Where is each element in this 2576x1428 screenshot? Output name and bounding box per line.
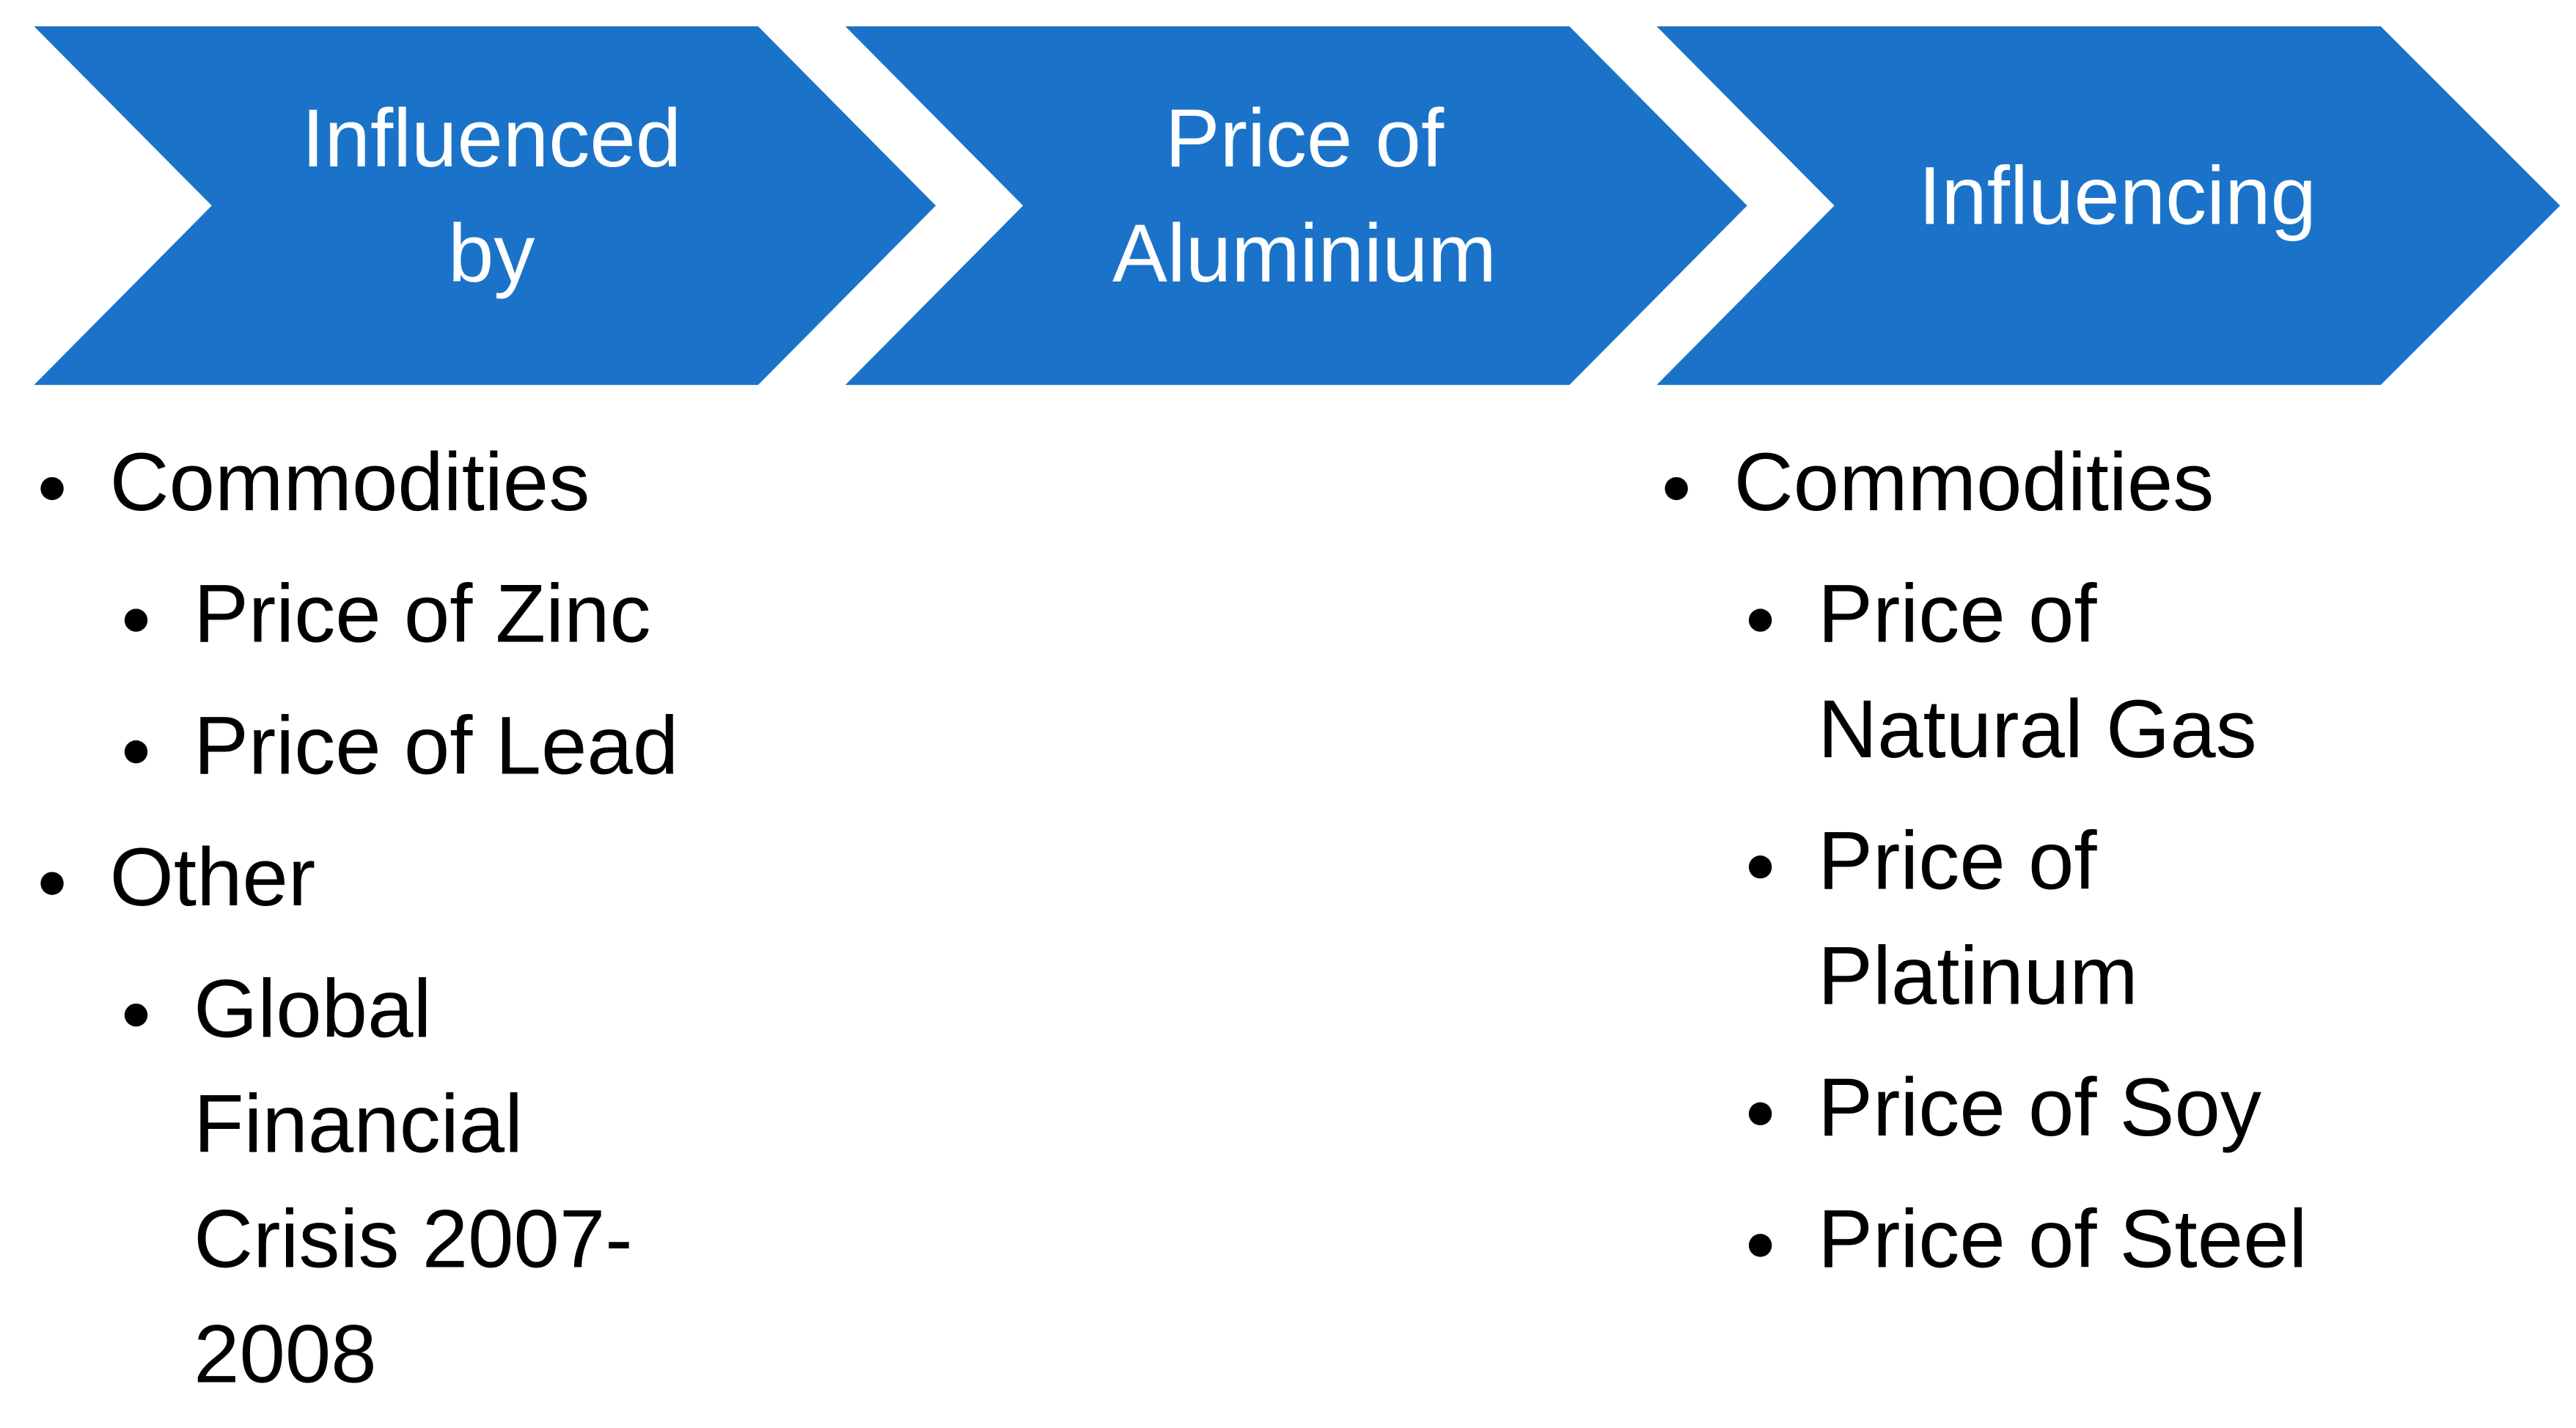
sub-item: Price of Steel [1818, 1193, 2307, 1285]
bullet [1748, 608, 1772, 632]
step-label: by [448, 207, 535, 299]
bullet [1665, 476, 1688, 501]
sub-item: Price of Soy [1818, 1061, 2261, 1153]
chevron [845, 26, 1747, 386]
step-label: Price of [1165, 92, 1445, 184]
sub-item: Platinum [1818, 929, 2138, 1021]
bullet [124, 740, 148, 764]
step-label: Influenced [301, 92, 681, 184]
bullet [1748, 1234, 1772, 1257]
step-label: Aluminium [1112, 207, 1497, 299]
sub-item: Price of Lead [194, 699, 678, 791]
sub-item: Natural Gas [1818, 682, 2257, 775]
chevron [1656, 26, 2561, 386]
bullet [1748, 1102, 1772, 1126]
list-item: Commodities [110, 435, 590, 528]
bullet [40, 872, 64, 895]
sub-item: Financial [194, 1077, 523, 1169]
sub-item: 2008 [194, 1308, 377, 1400]
sub-item: Price of [1818, 814, 2097, 906]
sub-item: Crisis 2007- [194, 1193, 633, 1285]
sub-item: Price of Zinc [194, 567, 651, 660]
step-label: Influencing [1918, 150, 2316, 242]
list-item: Commodities [1734, 435, 2214, 528]
bullet [1748, 855, 1772, 879]
bullet [40, 476, 64, 501]
sub-item: Price of [1818, 567, 2097, 660]
list-item: Other [110, 831, 316, 923]
bullet [124, 608, 148, 632]
chevron [34, 26, 936, 386]
sub-item: Global [194, 962, 431, 1054]
bullet [124, 1003, 148, 1027]
